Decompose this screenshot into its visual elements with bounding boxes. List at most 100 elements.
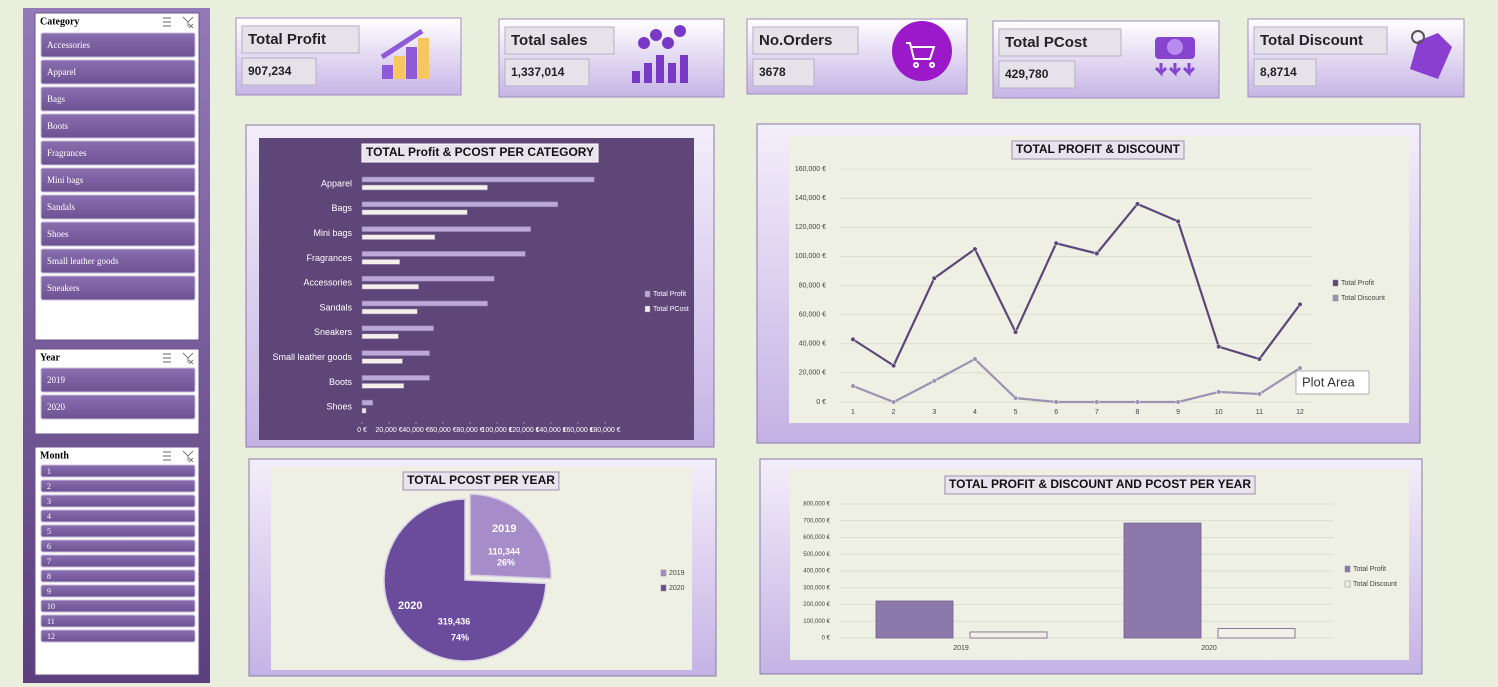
multi-select-icon[interactable] [163, 17, 171, 27]
point [1216, 389, 1222, 395]
y-tick-label: Fragrances [306, 253, 352, 263]
slicer-item[interactable] [40, 167, 196, 193]
slicer-item[interactable] [40, 367, 196, 393]
multi-select-icon[interactable] [163, 451, 171, 461]
bar [361, 275, 495, 282]
multi-select-icon[interactable] [163, 353, 171, 363]
x-tick-label: 8 [1136, 409, 1140, 416]
point [891, 363, 897, 369]
y-tick-label: 400,000 € [803, 569, 830, 575]
tooltip: Plot Area [1302, 374, 1356, 389]
kpi-label-box [998, 28, 1122, 57]
slicer-item[interactable] [40, 509, 196, 523]
legend-label: Total Profit [1353, 566, 1386, 573]
clear-filter-icon[interactable] [182, 352, 194, 365]
point [1134, 201, 1141, 207]
legend-swatch [1332, 279, 1339, 287]
clear-filter-icon[interactable] [182, 450, 194, 463]
kpi-icon [668, 63, 676, 83]
slicer-item-label: 2020 [47, 402, 66, 412]
slicer-item[interactable] [40, 32, 196, 58]
x-tick-label: 0 € [357, 427, 367, 434]
kpi-icon [380, 28, 424, 60]
kpi-icon [1168, 63, 1182, 77]
bar [361, 184, 488, 191]
kpi-icon [1154, 63, 1168, 77]
bar [361, 350, 430, 356]
slicer-item[interactable] [40, 569, 196, 583]
kpi-label: No.Orders [759, 32, 832, 49]
point [1134, 399, 1141, 405]
kpi-label-box [752, 26, 859, 55]
point [1175, 399, 1181, 405]
kpi-label: Total PCost [1005, 34, 1087, 51]
kpi-icon [1411, 30, 1425, 44]
slicer-item[interactable] [40, 194, 196, 220]
kpi-value: 8,8714 [1260, 65, 1297, 79]
bar [361, 308, 418, 315]
slicer-item-label: Sneakers [47, 283, 80, 293]
y-tick-label: Apparel [321, 178, 352, 188]
point [1256, 356, 1262, 362]
x-tick-label: 120,000 € [508, 427, 539, 434]
kpi-icon [680, 55, 688, 83]
slicer-item[interactable] [40, 539, 196, 553]
slicer-item[interactable] [40, 113, 196, 139]
slicer-item[interactable] [40, 584, 196, 598]
kpi-value-box [1253, 58, 1317, 87]
clear-filter-icon[interactable] [182, 16, 194, 29]
kpi-label-box [1253, 26, 1388, 55]
bar [1217, 628, 1296, 639]
slicer-item[interactable] [40, 248, 196, 274]
slicer-item-label: 1 [47, 467, 51, 476]
slicer-item[interactable] [40, 221, 196, 247]
data-label: 26% [497, 557, 515, 567]
slicer-item[interactable] [40, 629, 196, 643]
point [931, 378, 937, 384]
slicer-item[interactable] [40, 554, 196, 568]
data-label: 74% [451, 632, 469, 642]
slicer-item[interactable] [40, 599, 196, 613]
slicer-item[interactable] [40, 86, 196, 112]
bar [361, 201, 559, 208]
slicer-item[interactable] [40, 524, 196, 538]
chart-title-box [361, 143, 599, 163]
slicer-title: Year [40, 352, 61, 363]
point [850, 336, 856, 342]
point [1094, 399, 1100, 405]
x-tick-label: 9 [1176, 409, 1180, 416]
x-tick-label: 4 [973, 409, 977, 416]
bar [1123, 522, 1202, 639]
slice-category-label: 2020 [398, 600, 422, 612]
y-tick-label: 140,000 € [795, 195, 826, 202]
bar [361, 226, 532, 232]
point [1297, 365, 1303, 371]
slicer-item[interactable] [40, 394, 196, 420]
legend-swatch [1344, 565, 1351, 573]
kpi-label: Total sales [511, 32, 587, 49]
slicer-item-label: Small leather goods [47, 256, 119, 266]
slicer-item-label: Fragrances [47, 148, 87, 158]
y-tick-label: Bags [331, 203, 352, 213]
slicer-item[interactable] [40, 140, 196, 166]
slicer-item[interactable] [40, 59, 196, 85]
y-tick-label: Shoes [326, 402, 352, 412]
y-tick-label: Mini bags [313, 228, 352, 238]
slicer-item[interactable] [40, 614, 196, 628]
slicer-item[interactable] [40, 275, 196, 301]
slicer-item-label: 10 [47, 602, 55, 611]
slicer-item[interactable] [40, 494, 196, 508]
kpi-icon [892, 21, 952, 81]
kpi-icon [382, 65, 393, 79]
chart-title: TOTAL PCOST PER YEAR [407, 473, 555, 487]
point [1175, 218, 1181, 224]
y-tick-label: 40,000 € [799, 341, 826, 348]
legend-swatch [1344, 580, 1351, 588]
x-tick-label: 80,000 € [456, 427, 483, 434]
slicer-item[interactable] [40, 464, 196, 478]
point [931, 275, 937, 281]
bar [361, 234, 436, 240]
slicer-item[interactable] [40, 479, 196, 493]
x-tick-label: 60,000 € [429, 427, 456, 434]
kpi-value: 429,780 [1005, 67, 1049, 81]
